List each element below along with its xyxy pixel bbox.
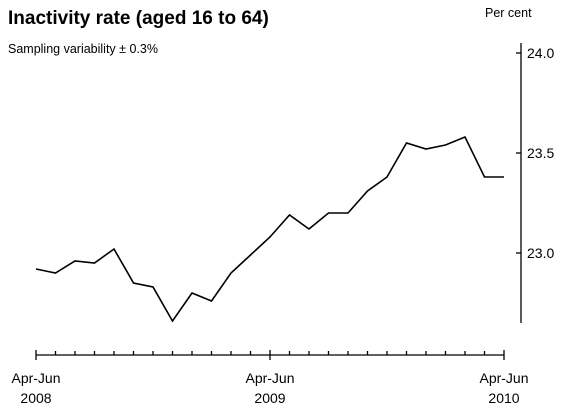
x-tick-label: Apr-Jun bbox=[245, 370, 294, 386]
y-axis: 23.0 23.5 24.0 bbox=[516, 43, 554, 323]
x-tick-label: Apr-Jun bbox=[479, 370, 528, 386]
x-tick-label-year: 2009 bbox=[254, 390, 285, 406]
series-layer bbox=[35, 135, 505, 323]
chart-subtitle: Sampling variability ± 0.3% bbox=[8, 42, 158, 56]
unit-label: Per cent bbox=[485, 6, 532, 20]
chart-title: Inactivity rate (aged 16 to 64) bbox=[8, 8, 269, 29]
y-tick-label: 24.0 bbox=[527, 45, 554, 61]
y-tick-label: 23.5 bbox=[527, 145, 554, 161]
x-tick-label-year: 2008 bbox=[20, 390, 51, 406]
x-tick-label-year: 2010 bbox=[488, 390, 519, 406]
y-tick-label: 23.0 bbox=[527, 245, 554, 261]
series-line bbox=[35, 135, 504, 323]
x-axis: Apr-Jun 2008 Apr-Jun 2009 Apr-Jun 2010 bbox=[11, 350, 529, 406]
x-tick-label: Apr-Jun bbox=[11, 370, 60, 386]
